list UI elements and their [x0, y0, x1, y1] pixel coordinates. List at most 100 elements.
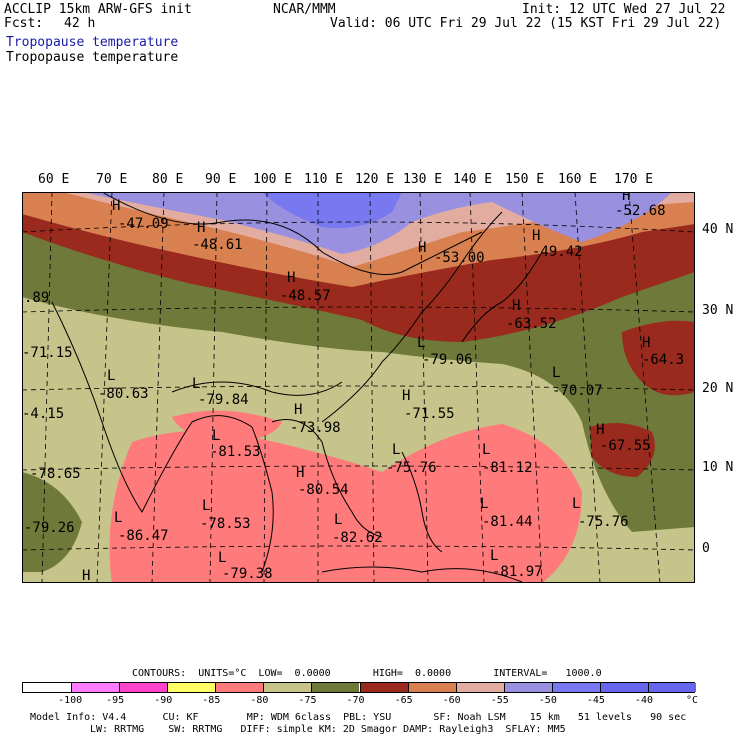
model-info-line-1: Model Info: V4.4 CU: KF MP: WDM 6class P…	[30, 712, 687, 723]
colorbar-cell	[455, 683, 504, 692]
colorbar-cell	[503, 683, 552, 692]
extrema-marker: H	[296, 465, 304, 481]
organization-label: NCAR/MMM	[273, 2, 336, 17]
extrema-marker: H	[642, 335, 650, 351]
band-minus-45	[262, 192, 402, 228]
lon-label: 80 E	[152, 172, 184, 187]
extrema-marker: H	[596, 422, 604, 438]
colorbar-cell	[359, 683, 408, 692]
extrema-marker: H	[112, 198, 120, 214]
colorbar-cell	[71, 683, 120, 692]
extrema-marker: L	[114, 510, 122, 526]
colorbar-cell	[311, 683, 360, 692]
extrema-marker: L	[482, 442, 490, 458]
lat-label: 0	[702, 541, 710, 556]
extrema-value: -78.65	[30, 466, 81, 482]
colorbar	[22, 682, 696, 693]
lon-label: 70 E	[96, 172, 128, 187]
extrema-marker: L	[212, 428, 220, 444]
lon-label: 90 E	[205, 172, 237, 187]
extrema-marker: H	[418, 240, 426, 256]
colorbar-cell	[599, 683, 648, 692]
extrema-value: -75.76	[386, 460, 437, 476]
extrema-value: -81.97	[492, 564, 543, 580]
map-frame	[22, 192, 695, 583]
lon-label: 130 E	[403, 172, 443, 187]
colorbar-tick-label: -65	[394, 695, 413, 706]
extrema-marker: H	[82, 568, 90, 583]
field-title-primary: Tropopause temperature	[6, 35, 179, 50]
colorbar-cell	[215, 683, 264, 692]
lon-label: 160 E	[558, 172, 598, 187]
extrema-value: -67.55	[600, 438, 651, 454]
extrema-marker: L	[192, 376, 200, 392]
colorbar-tick-label: -75	[298, 695, 317, 706]
extrema-marker: L	[392, 442, 400, 458]
extrema-value: -78.53	[200, 516, 251, 532]
extrema-value: -64.3	[642, 352, 684, 368]
lon-label: 110 E	[304, 172, 344, 187]
lon-label: 100 E	[253, 172, 293, 187]
extrema-marker: H	[197, 220, 205, 236]
colorbar-tick-label: -45	[586, 695, 605, 706]
init-time: Init: 12 UTC Wed 27 Jul 22	[522, 2, 726, 17]
lat-label: 20 N	[702, 381, 734, 396]
colorbar-tick-label: -85	[202, 695, 221, 706]
extrema-marker: L	[417, 335, 425, 351]
colorbar-cell	[23, 683, 72, 692]
lon-label: 150 E	[505, 172, 545, 187]
extrema-value: .89	[24, 290, 49, 306]
lat-label: 30 N	[702, 303, 734, 318]
colorbar-cell	[551, 683, 600, 692]
colorbar-cell	[263, 683, 312, 692]
extrema-value: -52.68	[615, 203, 666, 219]
pink-region-south	[109, 424, 582, 583]
extrema-value: -82.62	[332, 530, 383, 546]
extrema-value: -86.47	[118, 528, 169, 544]
extrema-value: -80.54	[298, 482, 349, 498]
extrema-value: -71.55	[404, 406, 455, 422]
extrema-value: -81.12	[482, 460, 533, 476]
extrema-value: -4.15	[22, 406, 64, 422]
colorbar-cell	[167, 683, 216, 692]
forecast-label: Fcst:	[4, 16, 44, 31]
extrema-value: -79.06	[422, 352, 473, 368]
extrema-marker: L	[572, 496, 580, 512]
extrema-value: -73.98	[290, 420, 341, 436]
extrema-labels: H -47.09 H -48.61 H -48.57 H -53.00 H -4…	[22, 192, 684, 583]
colorbar-tick-label: -100	[58, 695, 83, 706]
graticule	[22, 192, 695, 583]
tropopause-temperature-map: H -47.09 H -48.61 H -48.57 H -53.00 H -4…	[22, 192, 695, 583]
colorbar-tick-label: -80	[250, 695, 269, 706]
colorbar-tick-label: -95	[106, 695, 125, 706]
lon-label: 170 E	[614, 172, 654, 187]
colorbar-tick-label: -50	[538, 695, 557, 706]
extrema-value: -63.52	[506, 316, 557, 332]
extrema-marker: L	[490, 548, 498, 564]
extrema-marker: L	[480, 496, 488, 512]
lat-label: 40 N	[702, 222, 734, 237]
extrema-marker: L	[107, 368, 115, 384]
colorbar-tick-label: -60	[442, 695, 461, 706]
extrema-value: -79.84	[198, 392, 249, 408]
extrema-value: -48.57	[280, 288, 331, 304]
valid-time: Valid: 06 UTC Fri 29 Jul 22 (15 KST Fri …	[330, 16, 722, 31]
colorbar-cell	[647, 683, 696, 692]
contours-info: CONTOURS: UNITS=°C LOW= 0.0000 HIGH= 0.0…	[132, 668, 602, 679]
extrema-marker: H	[402, 388, 410, 404]
extrema-value: -75.76	[578, 514, 629, 530]
extrema-marker: L	[202, 498, 210, 514]
extrema-value: -81.53	[210, 444, 261, 460]
extrema-value: -70.07	[552, 383, 603, 399]
lon-label: 140 E	[453, 172, 493, 187]
red-patch-southeast	[590, 423, 655, 477]
red-patch-east	[622, 320, 695, 396]
extrema-value: -80.63	[98, 386, 149, 402]
colorbar-tick-label: -90	[154, 695, 173, 706]
extrema-marker: L	[334, 512, 342, 528]
model-title: ACCLIP 15km ARW-GFS init	[4, 2, 192, 17]
colorbar-cell	[407, 683, 456, 692]
model-info-line-2: LW: RRTMG SW: RRTMG DIFF: simple KM: 2D …	[90, 724, 566, 735]
extrema-value: -79.26	[24, 520, 75, 536]
extrema-marker: H	[512, 298, 520, 314]
